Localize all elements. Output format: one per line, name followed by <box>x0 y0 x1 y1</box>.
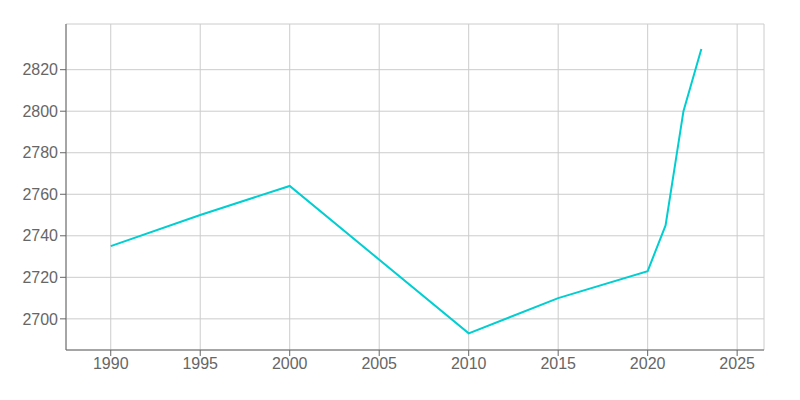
svg-text:2700: 2700 <box>22 311 58 328</box>
svg-text:2015: 2015 <box>540 355 576 372</box>
svg-text:2740: 2740 <box>22 227 58 244</box>
svg-text:2005: 2005 <box>361 355 397 372</box>
svg-text:2760: 2760 <box>22 186 58 203</box>
svg-text:2820: 2820 <box>22 61 58 78</box>
svg-text:2010: 2010 <box>451 355 487 372</box>
svg-text:2800: 2800 <box>22 103 58 120</box>
svg-text:2720: 2720 <box>22 269 58 286</box>
svg-text:2000: 2000 <box>272 355 308 372</box>
svg-text:2780: 2780 <box>22 144 58 161</box>
svg-text:2020: 2020 <box>630 355 666 372</box>
svg-text:1995: 1995 <box>182 355 218 372</box>
svg-text:1990: 1990 <box>93 355 129 372</box>
svg-text:2025: 2025 <box>719 355 755 372</box>
